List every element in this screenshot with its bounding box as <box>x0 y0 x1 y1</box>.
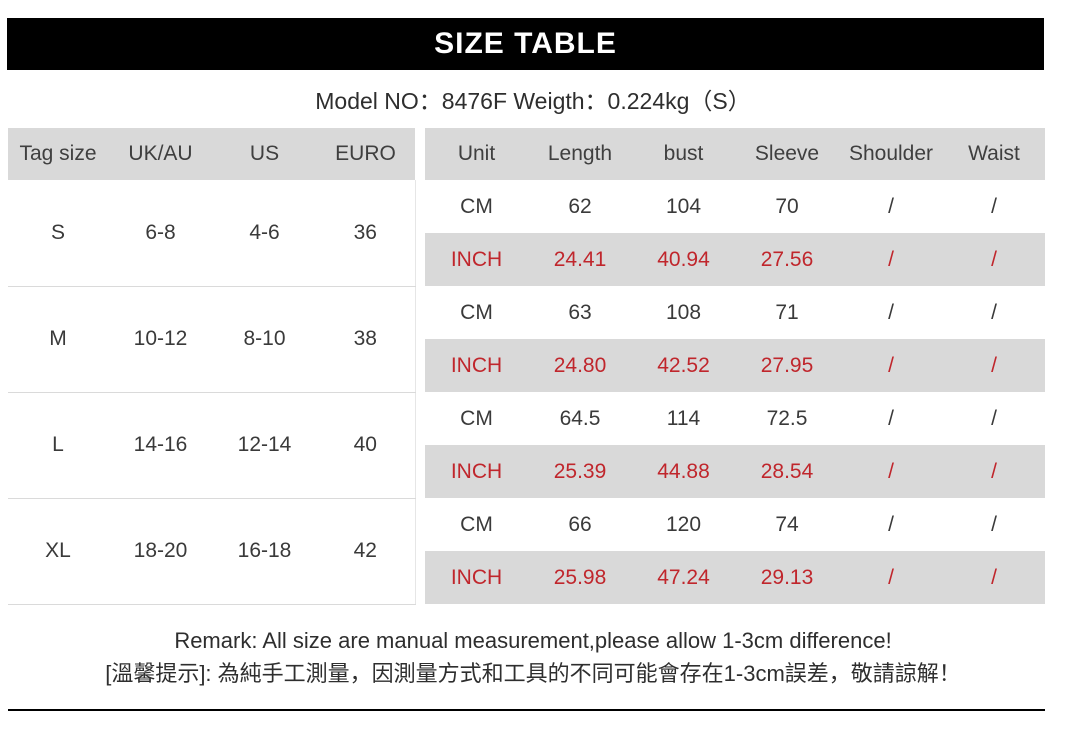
header-row: Tag size UK/AU US EURO Unit Length bust … <box>8 128 1045 180</box>
waist-cell: / <box>943 392 1045 445</box>
euro-cell: 42 <box>316 498 415 605</box>
bust-cell: 42.52 <box>632 339 735 392</box>
table-row-xl-inch: INCH 25.98 47.24 29.13 / / <box>8 551 1045 604</box>
waist-cell: / <box>943 233 1045 286</box>
uk-au-cell: 10-12 <box>108 286 213 393</box>
tag-size-cell: XL <box>8 498 108 605</box>
euro-cell: 38 <box>316 286 415 393</box>
us-cell: 4-6 <box>213 180 316 287</box>
length-cell: 62 <box>528 180 632 233</box>
us-cell: 16-18 <box>213 498 316 605</box>
unit-cell: CM <box>425 392 528 445</box>
sleeve-cell: 74 <box>735 498 839 551</box>
bust-cell: 114 <box>632 392 735 445</box>
sleeve-cell: 72.5 <box>735 392 839 445</box>
sleeve-cell: 27.95 <box>735 339 839 392</box>
waist-cell: / <box>943 339 1045 392</box>
unit-cell: INCH <box>425 445 528 498</box>
header-euro: EURO <box>316 128 415 180</box>
column-gap <box>414 498 425 604</box>
bottom-divider <box>8 708 1045 711</box>
size-table-banner: SIZE TABLE <box>7 18 1044 70</box>
shoulder-cell: / <box>839 180 943 233</box>
column-gap <box>414 392 425 498</box>
shoulder-cell: / <box>839 339 943 392</box>
header-waist: Waist <box>943 128 1045 180</box>
table-row-m-cm: M 10-12 8-10 38 CM 63 108 71 / / <box>8 286 1045 393</box>
table-row-l-cm: L 14-16 12-14 40 CM 64.5 114 72.5 / / <box>8 392 1045 499</box>
shoulder-cell: / <box>839 392 943 445</box>
column-gap <box>414 286 425 392</box>
bust-cell: 47.24 <box>632 551 735 604</box>
length-cell: 24.41 <box>528 233 632 286</box>
unit-cell: CM <box>425 498 528 551</box>
table-row-m-inch: INCH 24.80 42.52 27.95 / / <box>8 339 1045 392</box>
length-cell: 64.5 <box>528 392 632 445</box>
header-unit: Unit <box>425 128 528 180</box>
unit-cell: CM <box>425 180 528 233</box>
header-sleeve: Sleeve <box>735 128 839 180</box>
sleeve-cell: 71 <box>735 286 839 339</box>
table-row-s-cm: S 6-8 4-6 36 CM 62 104 70 / / <box>8 180 1045 287</box>
page-title: SIZE TABLE <box>434 27 617 60</box>
sleeve-cell: 29.13 <box>735 551 839 604</box>
column-gap <box>414 180 425 286</box>
waist-cell: / <box>943 551 1045 604</box>
header-us: US <box>213 128 316 180</box>
model-info-line: Model NO：8476F Weigth：0.224kg（S） <box>315 88 751 114</box>
uk-au-cell: 18-20 <box>108 498 213 605</box>
unit-cell: INCH <box>425 339 528 392</box>
header-gap <box>415 128 425 180</box>
waist-cell: / <box>943 445 1045 498</box>
unit-cell: CM <box>425 286 528 339</box>
sleeve-cell: 70 <box>735 180 839 233</box>
shoulder-cell: / <box>839 445 943 498</box>
unit-cell: INCH <box>425 551 528 604</box>
header-uk-au: UK/AU <box>108 128 213 180</box>
header-tag-size: Tag size <box>8 128 108 180</box>
sleeve-cell: 28.54 <box>735 445 839 498</box>
bust-cell: 40.94 <box>632 233 735 286</box>
table-row-xl-cm: XL 18-20 16-18 42 CM 66 120 74 / / <box>8 498 1045 605</box>
bust-cell: 44.88 <box>632 445 735 498</box>
waist-cell: / <box>943 498 1045 551</box>
us-cell: 12-14 <box>213 392 316 499</box>
table-row-l-inch: INCH 25.39 44.88 28.54 / / <box>8 445 1045 498</box>
length-cell: 66 <box>528 498 632 551</box>
length-cell: 63 <box>528 286 632 339</box>
unit-cell: INCH <box>425 233 528 286</box>
header-length: Length <box>528 128 632 180</box>
tag-size-cell: S <box>8 180 108 287</box>
euro-cell: 36 <box>316 180 415 287</box>
waist-cell: / <box>943 286 1045 339</box>
remark-english: Remark: All size are manual measurement,… <box>174 627 892 653</box>
us-cell: 8-10 <box>213 286 316 393</box>
sleeve-cell: 27.56 <box>735 233 839 286</box>
length-cell: 24.80 <box>528 339 632 392</box>
uk-au-cell: 14-16 <box>108 392 213 499</box>
euro-cell: 40 <box>316 392 415 499</box>
bust-cell: 120 <box>632 498 735 551</box>
remark-chinese: [溫馨提示]: 為純手工測量，因測量方式和工具的不同可能會存在1-3cm誤差，敬… <box>105 660 961 686</box>
shoulder-cell: / <box>839 551 943 604</box>
bust-cell: 108 <box>632 286 735 339</box>
tag-size-cell: L <box>8 392 108 499</box>
tag-size-cell: M <box>8 286 108 393</box>
uk-au-cell: 6-8 <box>108 180 213 287</box>
shoulder-cell: / <box>839 498 943 551</box>
header-bust: bust <box>632 128 735 180</box>
waist-cell: / <box>943 180 1045 233</box>
bust-cell: 104 <box>632 180 735 233</box>
header-shoulder: Shoulder <box>839 128 943 180</box>
shoulder-cell: / <box>839 286 943 339</box>
length-cell: 25.98 <box>528 551 632 604</box>
size-table: Tag size UK/AU US EURO Unit Length bust … <box>8 128 1045 605</box>
table-row-s-inch: INCH 24.41 40.94 27.56 / / <box>8 233 1045 286</box>
length-cell: 25.39 <box>528 445 632 498</box>
shoulder-cell: / <box>839 233 943 286</box>
